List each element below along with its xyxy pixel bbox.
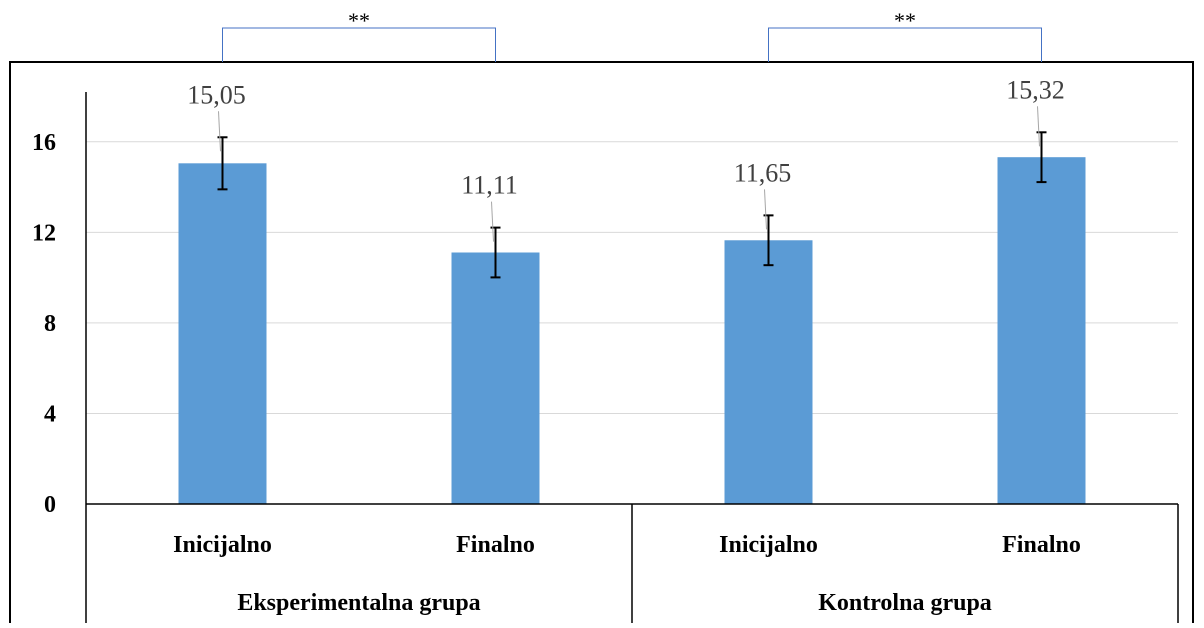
data-label-leader [764, 189, 767, 230]
y-tick-label: 16 [32, 130, 56, 156]
y-tick-label: 12 [32, 220, 56, 246]
bar [997, 157, 1086, 504]
y-tick-label: 4 [44, 401, 56, 427]
group-label: Eksperimentalna grupa [237, 590, 480, 616]
y-tick-label: 8 [44, 311, 56, 337]
chart-frame [9, 61, 1194, 623]
data-label: 15,05 [187, 80, 246, 109]
group-label: Kontrolna grupa [818, 590, 992, 616]
bar [724, 240, 813, 504]
data-label: 11,11 [461, 171, 518, 200]
category-label: Inicijalno [719, 532, 818, 558]
data-label-leader [1037, 106, 1040, 147]
bar [451, 252, 540, 504]
data-label-leader [218, 111, 221, 152]
significance-label: ** [348, 8, 370, 33]
category-label: Finalno [456, 532, 535, 558]
significance-bracket [222, 27, 496, 62]
significance-label: ** [894, 8, 916, 33]
category-label: Finalno [1002, 532, 1081, 558]
category-label: Inicijalno [173, 532, 272, 558]
data-label: 11,65 [734, 158, 792, 187]
significance-bracket [768, 27, 1042, 62]
bar [178, 163, 267, 505]
y-tick-label: 0 [44, 492, 56, 518]
data-label-leader [491, 201, 494, 242]
data-label: 15,32 [1006, 75, 1065, 104]
